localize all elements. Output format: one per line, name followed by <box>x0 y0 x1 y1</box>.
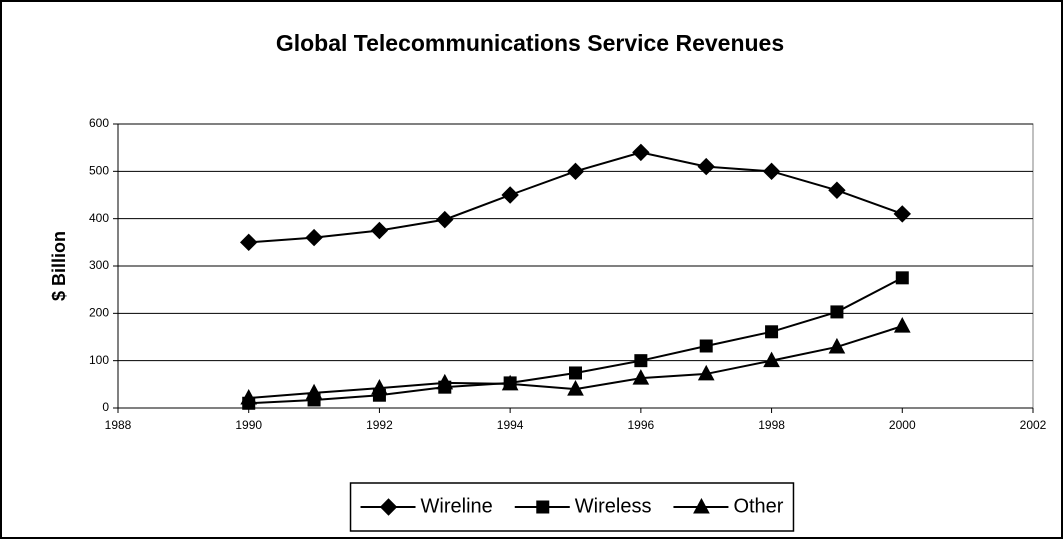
data-point <box>240 389 258 405</box>
data-point <box>305 383 323 400</box>
x-tick-label: 2000 <box>889 418 916 432</box>
x-tick-label: 1990 <box>235 418 262 432</box>
legend-label: Wireless <box>575 495 652 517</box>
data-point <box>634 354 648 368</box>
data-point <box>763 351 780 368</box>
y-tick-label: 600 <box>89 116 109 130</box>
x-tick-label: 1996 <box>628 418 655 432</box>
data-point <box>697 364 715 381</box>
y-tick-label: 100 <box>89 353 109 367</box>
data-point <box>566 162 585 181</box>
data-point <box>762 162 781 181</box>
data-point <box>765 325 779 339</box>
x-tick-label: 1994 <box>497 418 524 432</box>
data-point <box>893 205 911 223</box>
data-point <box>828 337 846 354</box>
x-tick-label: 1992 <box>366 418 393 432</box>
legend-marker <box>693 497 710 514</box>
legend-marker <box>536 500 550 514</box>
data-point <box>699 339 713 353</box>
data-point <box>436 210 454 229</box>
data-point <box>436 373 454 390</box>
x-tick-label: 2002 <box>1020 418 1047 432</box>
data-point <box>895 271 909 285</box>
legend-marker <box>379 498 398 516</box>
data-point <box>828 181 846 199</box>
data-point <box>371 379 388 395</box>
data-point <box>567 380 584 396</box>
legend-label: Wireline <box>421 495 493 517</box>
legend: Wireline Wireless Other <box>349 482 795 532</box>
legend-label: Other <box>733 495 783 517</box>
x-tick-label: 1998 <box>758 418 785 432</box>
data-point <box>632 143 650 162</box>
y-tick-label: 200 <box>89 306 109 320</box>
data-point <box>632 369 650 385</box>
data-point <box>893 317 911 333</box>
y-tick-label: 400 <box>89 211 109 225</box>
data-point <box>240 233 258 252</box>
data-point <box>305 228 323 247</box>
x-tick-label: 1988 <box>105 418 132 432</box>
data-point <box>569 366 582 380</box>
y-tick-label: 300 <box>89 258 109 272</box>
data-point <box>501 374 519 391</box>
chart-title: Global Telecommunications Service Revenu… <box>276 30 784 56</box>
data-point <box>370 221 389 240</box>
data-point <box>501 186 519 204</box>
y-tick-label: 0 <box>102 400 109 414</box>
y-axis-label: $ Billion <box>49 231 69 301</box>
y-tick-label: 500 <box>89 164 109 178</box>
data-point <box>697 157 715 176</box>
data-point <box>830 305 844 319</box>
